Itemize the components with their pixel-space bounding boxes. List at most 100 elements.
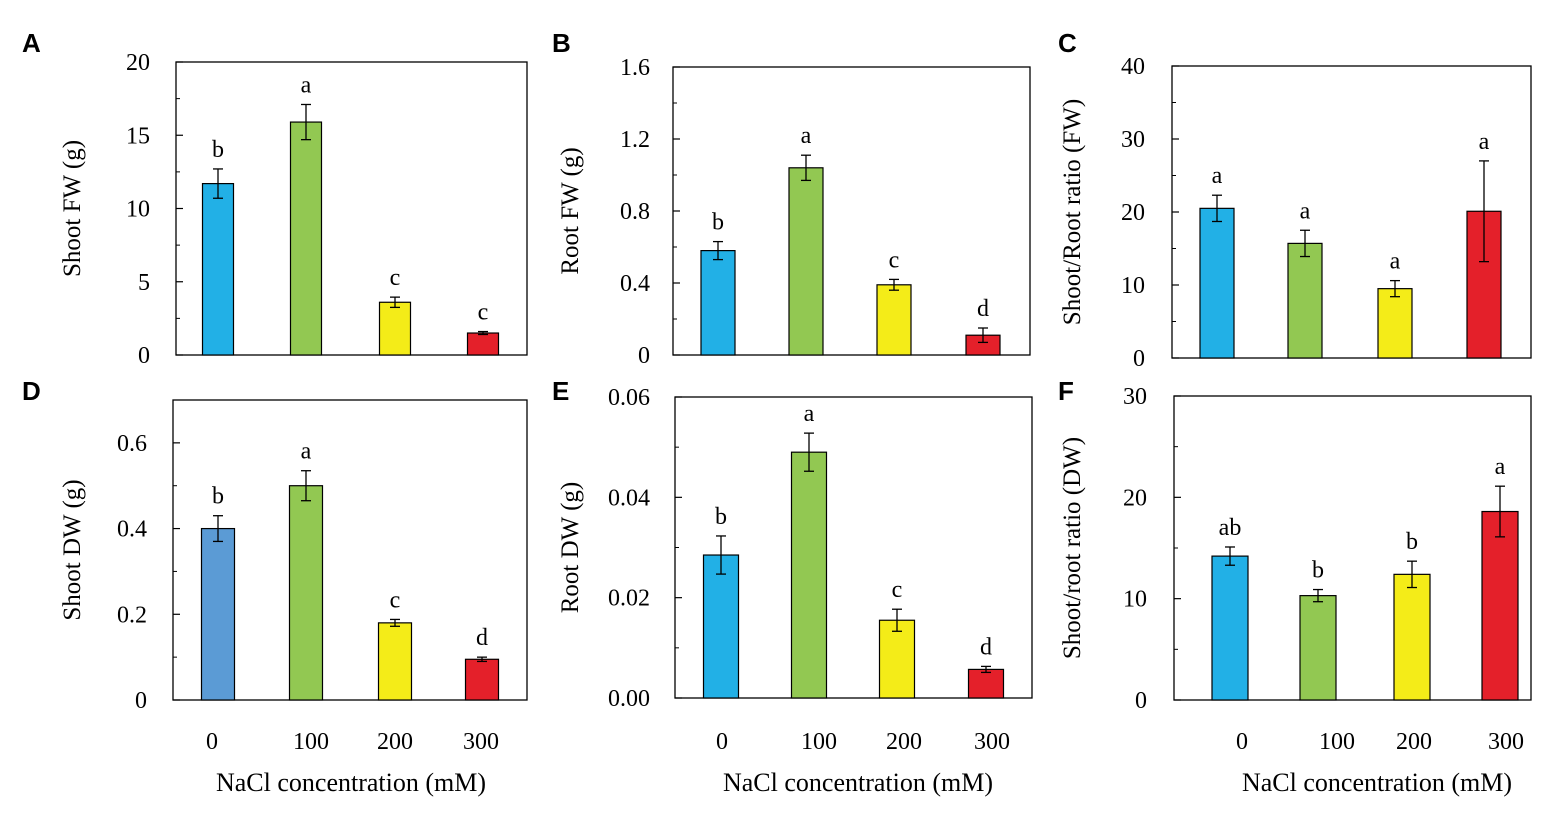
chart-panel-e: E 0.00 0.02 0.04 0.06 Root DW (g) b a c d 0 100 200 3… (552, 376, 1033, 797)
bar (702, 554, 740, 699)
y-tick-label: 5 (138, 270, 150, 296)
y-tick-label: 0.02 (608, 586, 650, 612)
bar (790, 451, 828, 699)
x-tick-label: 300 (463, 729, 499, 755)
bar (201, 182, 235, 356)
bar (700, 250, 736, 356)
y-tick-label: 0.6 (117, 431, 147, 457)
chart-panel-d: D 0 0.2 0.4 0.6 Shoot DW (g) b a c d 0 100 200 300 NaC… (22, 376, 528, 797)
x-axis-title: NaCl concentration (mM) (216, 768, 486, 797)
significance-label: a (1495, 454, 1506, 480)
significance-label: a (301, 72, 312, 98)
y-tick-label: 40 (1121, 54, 1145, 80)
significance-label: b (1406, 529, 1418, 555)
y-tick-label: 0.4 (620, 271, 650, 297)
bar (1199, 207, 1235, 359)
y-tick-label: 20 (1121, 200, 1145, 226)
panel-letter: D (22, 376, 41, 406)
significance-label: a (301, 439, 312, 465)
y-axis-title: Shoot FW (g) (59, 140, 86, 277)
y-tick-label: 10 (126, 197, 150, 223)
significance-label: ab (1219, 515, 1242, 541)
significance-label: a (804, 401, 815, 427)
y-tick-label: 0 (138, 343, 150, 369)
bar (1299, 595, 1337, 701)
x-tick-label: 200 (1396, 729, 1432, 755)
significance-label: a (801, 123, 812, 149)
y-tick-label: 0.00 (608, 686, 650, 712)
bar (1481, 510, 1519, 701)
bar (289, 121, 323, 356)
x-tick-label: 100 (801, 729, 837, 755)
y-axis-title: Shoot/Root ratio (FW) (1059, 99, 1086, 325)
bar (878, 619, 916, 699)
bar (200, 527, 236, 701)
x-tick-label: 0 (1236, 729, 1248, 755)
y-tick-label: 15 (126, 123, 150, 149)
bar (967, 668, 1005, 699)
y-tick-label: 30 (1123, 384, 1147, 410)
y-axis-title: Shoot DW (g) (59, 479, 86, 620)
significance-label: d (980, 634, 992, 660)
significance-label: c (390, 265, 401, 291)
y-axis-title: Root FW (g) (557, 147, 584, 274)
y-tick-label: 1.2 (620, 127, 650, 153)
y-tick-label: 0.4 (117, 517, 147, 543)
panel-letter: B (552, 28, 571, 58)
y-tick-label: 0.06 (608, 385, 650, 411)
bar (1211, 555, 1249, 701)
bar (788, 167, 824, 356)
significance-label: c (889, 247, 900, 273)
significance-label: a (1212, 163, 1223, 189)
chart-panel-b: B 0 0.4 0.8 1.2 1.6 Root FW (g) b a c d (552, 28, 1031, 369)
panel-letter: E (552, 376, 569, 406)
bar (1287, 242, 1323, 359)
chart-panel-a: A 0 5 10 15 20 Shoot FW (g) b a c c (22, 28, 528, 369)
y-axis-title: Shoot/root ratio (DW) (1059, 437, 1086, 659)
significance-label: b (715, 504, 727, 530)
chart-panel-f: F 0 10 20 30 Shoot/root ratio (DW) ab b b a 0 100 20… (1058, 376, 1532, 797)
y-tick-label: 10 (1123, 587, 1147, 613)
x-axis-title: NaCl concentration (mM) (723, 768, 993, 797)
significance-label: c (390, 587, 401, 613)
significance-label: b (212, 484, 224, 510)
bar (377, 622, 413, 701)
significance-label: b (1312, 558, 1324, 584)
y-tick-label: 0 (638, 343, 650, 369)
chart-panel-c: C 0 10 20 30 40 Shoot/Root ratio (FW) a a a a (1058, 28, 1532, 372)
panel-letter: F (1058, 376, 1074, 406)
significance-label: a (1300, 198, 1311, 224)
plot-frame (172, 399, 528, 701)
bar (288, 485, 324, 701)
y-axis-title: Root DW (g) (557, 482, 584, 613)
bar (378, 301, 412, 356)
y-tick-label: 10 (1121, 273, 1145, 299)
y-tick-label: 1.6 (620, 55, 650, 81)
x-tick-label: 100 (293, 729, 329, 755)
significance-label: d (476, 625, 488, 651)
significance-label: d (977, 296, 989, 322)
x-tick-label: 300 (974, 729, 1010, 755)
significance-label: a (1390, 249, 1401, 275)
y-tick-label: 0.8 (620, 199, 650, 225)
panel-letter: A (22, 28, 41, 58)
panel-letter: C (1058, 28, 1077, 58)
y-tick-label: 0.04 (608, 485, 650, 511)
bar (1377, 288, 1413, 359)
bar (466, 332, 500, 356)
x-tick-label: 200 (886, 729, 922, 755)
y-tick-label: 0 (1133, 346, 1145, 372)
bar (876, 284, 912, 356)
x-tick-label: 100 (1319, 729, 1355, 755)
x-tick-label: 0 (716, 729, 728, 755)
y-tick-label: 20 (1123, 485, 1147, 511)
significance-label: c (478, 300, 489, 326)
y-tick-label: 20 (126, 50, 150, 76)
significance-label: c (892, 577, 903, 603)
x-tick-label: 300 (1488, 729, 1524, 755)
x-tick-label: 200 (377, 729, 413, 755)
x-tick-label: 0 (206, 729, 218, 755)
y-tick-label: 0 (1135, 688, 1147, 714)
bar (1393, 573, 1431, 701)
